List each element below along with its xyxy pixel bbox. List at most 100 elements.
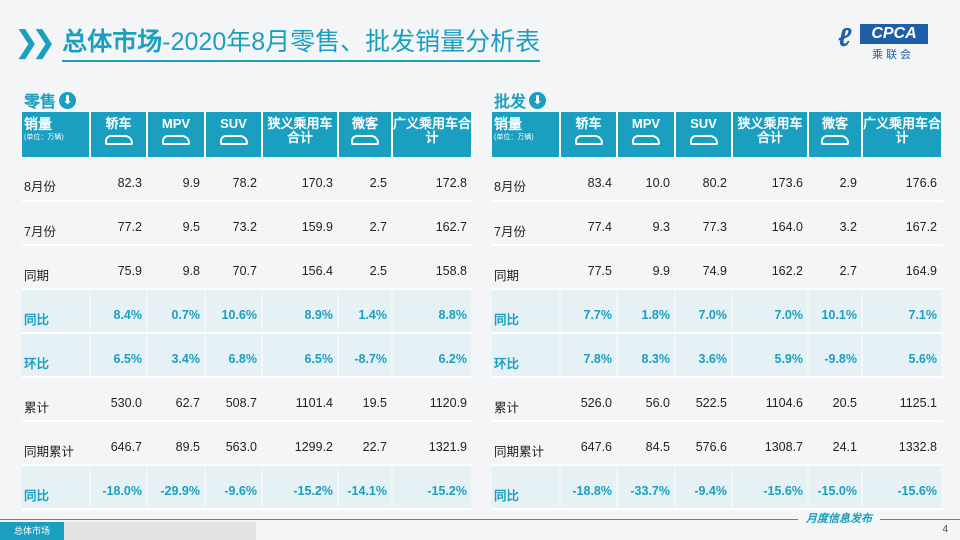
row-label: 同期累计 (492, 421, 561, 466)
logo-cn: 乘联会 (872, 49, 914, 61)
car-icon (219, 135, 248, 145)
column-label: 广义乘用车合计 (393, 116, 472, 145)
retail-table: 销量 (单位：万辆) 轿车 MPV SUV 狭义乘用车合计 微客 广义乘用车合计 8月份 82.3… (22, 112, 473, 510)
cell-value: 84.5 (617, 421, 676, 466)
car-icon (632, 135, 660, 145)
tab-overall-market[interactable]: 总体市场 (0, 522, 64, 540)
cell-value: 8.8% (392, 289, 473, 334)
cell-value: 56.0 (617, 377, 676, 422)
table-row: 8月份 82.3 9.9 78.2 170.3 2.5 172.8 (22, 157, 473, 202)
cell-value: -15.2% (392, 465, 473, 510)
row-label: 同比 (22, 289, 91, 334)
column-label: MPV (631, 116, 661, 131)
row-label: 同比 (492, 465, 561, 510)
cell-value: 8.9% (262, 289, 339, 334)
arrow-down-circle-icon: ⬇ (59, 91, 77, 109)
table-row: 同比 -18.8% -33.7% -9.4% -15.6% -15.0% -15.6% (492, 465, 943, 510)
cell-value: 9.8 (147, 245, 206, 290)
cell-value: 10.0 (617, 157, 676, 202)
header-label: 销量 (单位：万辆) (492, 112, 561, 157)
cell-value: 176.6 (862, 157, 943, 202)
cell-value: 6.2% (392, 333, 473, 378)
cell-value: 78.2 (205, 157, 263, 202)
column-header: 广义乘用车合计 (862, 112, 943, 157)
header-row: 销量 (单位：万辆) 轿车 MPV SUV 狭义乘用车合计 微客 广义乘用车合计 (492, 112, 943, 157)
cell-value: -9.8% (808, 333, 863, 378)
cell-value: -15.6% (732, 465, 809, 510)
tab-4[interactable] (192, 522, 256, 540)
car-icon (574, 135, 603, 145)
row-label: 8月份 (492, 157, 561, 202)
cell-value: 6.5% (262, 333, 339, 378)
cell-value: -18.0% (90, 465, 148, 510)
table-row: 环比 7.8% 8.3% 3.6% 5.9% -9.8% 5.6% (492, 333, 943, 378)
cell-value: 77.4 (560, 201, 618, 246)
cell-value: 530.0 (90, 377, 148, 422)
cell-value: 646.7 (90, 421, 148, 466)
cell-value: 9.9 (617, 245, 676, 290)
column-label: SUV (690, 116, 717, 131)
cell-value: 2.7 (808, 245, 863, 290)
table-row: 同比 8.4% 0.7% 10.6% 8.9% 1.4% 8.8% (22, 289, 473, 334)
row-label: 同期 (492, 245, 561, 290)
row-label: 环比 (22, 333, 91, 378)
column-header: 轿车 (560, 112, 618, 157)
logo-mark-icon: ℓ (838, 22, 852, 52)
logo-text: CPCA (860, 24, 928, 44)
column-header: MPV (147, 112, 206, 157)
column-header: 轿车 (90, 112, 148, 157)
arrow-down-circle-icon: ⬇ (529, 91, 547, 109)
column-label: 微客 (821, 116, 848, 131)
cell-value: 159.9 (262, 201, 339, 246)
table-row: 累计 526.0 56.0 522.5 1104.6 20.5 1125.1 (492, 377, 943, 422)
row-label: 累计 (22, 377, 91, 422)
table-row: 同期累计 646.7 89.5 563.0 1299.2 22.7 1321.9 (22, 421, 473, 466)
cell-value: 6.5% (90, 333, 148, 378)
cell-value: 158.8 (392, 245, 473, 290)
cell-value: 70.7 (205, 245, 263, 290)
column-header: 狭义乘用车合计 (732, 112, 809, 157)
cell-value: 9.5 (147, 201, 206, 246)
page-title: 总体市场-2020年8月零售、批发销量分析表 (62, 22, 541, 62)
cell-value: 1104.6 (732, 377, 809, 422)
row-label: 同比 (22, 465, 91, 510)
cell-value: 1321.9 (392, 421, 473, 466)
cell-value: 7.8% (560, 333, 618, 378)
retail-section-title: 零售 ⬇ (24, 88, 77, 112)
cell-value: 164.9 (862, 245, 943, 290)
cell-value: 62.7 (147, 377, 206, 422)
cell-value: 156.4 (262, 245, 339, 290)
cell-value: 1.8% (617, 289, 676, 334)
cell-value: -15.6% (862, 465, 943, 510)
sales-label: 销量 (494, 116, 522, 132)
row-label: 同期 (22, 245, 91, 290)
cell-value: 5.6% (862, 333, 943, 378)
cell-value: 7.1% (862, 289, 943, 334)
cell-value: 7.7% (560, 289, 618, 334)
car-icon (104, 135, 133, 145)
cell-value: 82.3 (90, 157, 148, 202)
cell-value: -9.4% (675, 465, 733, 510)
cell-value: 1332.8 (862, 421, 943, 466)
header-row: 销量 (单位：万辆) 轿车 MPV SUV 狭义乘用车合计 微客 广义乘用车合计 (22, 112, 473, 157)
table-row: 同比 7.7% 1.8% 7.0% 7.0% 10.1% 7.1% (492, 289, 943, 334)
cell-value: -9.6% (205, 465, 263, 510)
cell-value: 3.4% (147, 333, 206, 378)
car-icon (162, 135, 190, 145)
column-label: SUV (220, 116, 247, 131)
cell-value: 7.0% (732, 289, 809, 334)
cell-value: 2.9 (808, 157, 863, 202)
cell-value: 2.5 (338, 157, 393, 202)
car-icon (351, 135, 379, 145)
column-header: SUV (205, 112, 263, 157)
row-label: 7月份 (22, 201, 91, 246)
cell-value: 1308.7 (732, 421, 809, 466)
tab-2[interactable] (64, 522, 128, 540)
cell-value: 1101.4 (262, 377, 339, 422)
page-number: 4 (942, 524, 948, 535)
cell-value: 8.4% (90, 289, 148, 334)
cell-value: 162.2 (732, 245, 809, 290)
cell-value: 9.9 (147, 157, 206, 202)
tab-3[interactable] (128, 522, 192, 540)
retail-title: 零售 (24, 94, 57, 111)
